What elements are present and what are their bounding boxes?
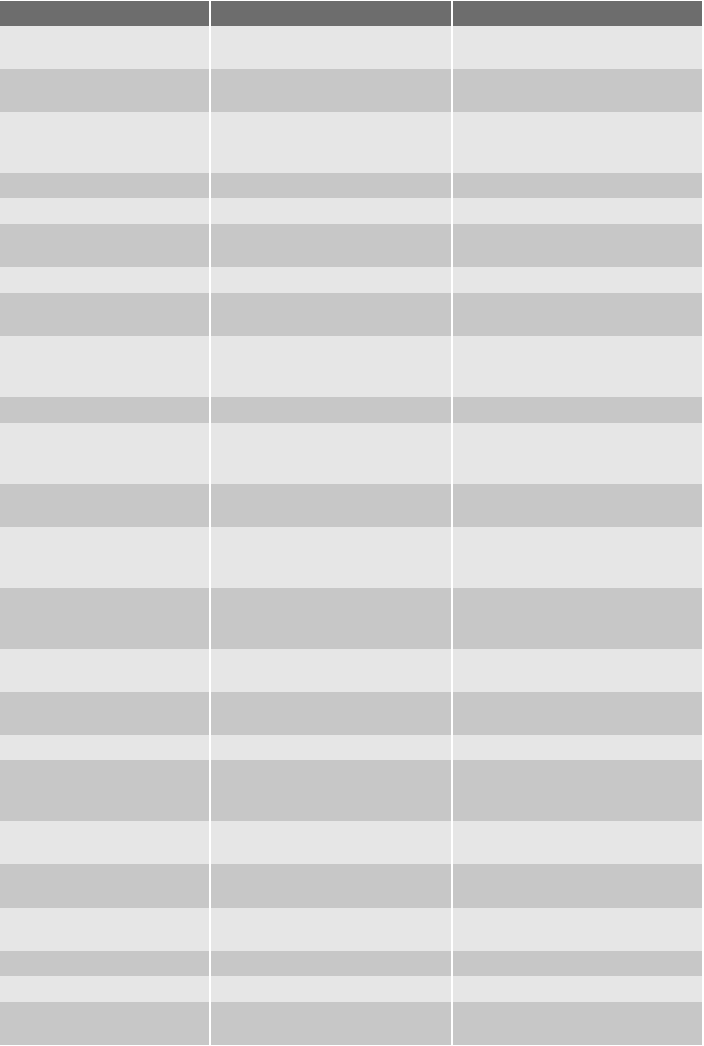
table-cell [0, 293, 209, 336]
table-cell [211, 173, 451, 198]
table-cell [453, 864, 702, 908]
table-cell [453, 735, 702, 760]
table-cell [0, 951, 209, 976]
table-cell [0, 336, 209, 397]
table-cell [453, 1002, 702, 1045]
table-cell [453, 692, 702, 735]
table-cell [453, 484, 702, 527]
table-cell [211, 397, 451, 423]
table-cell [0, 976, 209, 1002]
table-cell [453, 198, 702, 224]
table-cell [0, 821, 209, 864]
table-cell [0, 267, 209, 293]
table-cell [211, 649, 451, 692]
table-cell [453, 908, 702, 951]
table-cell [211, 112, 451, 173]
table-cell [211, 26, 451, 69]
table-cell [211, 293, 451, 336]
table-cell [0, 864, 209, 908]
table-cell [0, 69, 209, 112]
table-cell [0, 224, 209, 267]
table-cell [453, 26, 702, 69]
table-cell [0, 26, 209, 69]
table-cell [453, 112, 702, 173]
table-cell [453, 821, 702, 864]
table-cell [453, 336, 702, 397]
table-cell [211, 588, 451, 649]
table-cell [453, 649, 702, 692]
table-cell [211, 1002, 451, 1045]
table-cell [211, 864, 451, 908]
table-cell [0, 692, 209, 735]
table-cell [211, 267, 451, 293]
table-cell [211, 484, 451, 527]
table-cell [211, 69, 451, 112]
table-cell [453, 397, 702, 423]
table-cell [453, 293, 702, 336]
table-cell [0, 397, 209, 423]
table-cell [211, 821, 451, 864]
table-cell [453, 588, 702, 649]
table-cell [453, 951, 702, 976]
column-header [0, 1, 209, 26]
table-cell [0, 588, 209, 649]
table-cell [0, 112, 209, 173]
table-cell [0, 173, 209, 198]
table-cell [453, 69, 702, 112]
table-cell [211, 198, 451, 224]
table-cell [0, 1002, 209, 1045]
column-header [211, 1, 451, 26]
table-cell [211, 224, 451, 267]
table-cell [211, 976, 451, 1002]
table-cell [211, 336, 451, 397]
table-cell [453, 976, 702, 1002]
table-cell [453, 173, 702, 198]
table-cell [0, 484, 209, 527]
table-cell [453, 224, 702, 267]
table-cell [0, 908, 209, 951]
table-cell [211, 951, 451, 976]
table-cell [211, 423, 451, 484]
table-cell [0, 649, 209, 692]
table-cell [211, 735, 451, 760]
column-header [453, 1, 702, 26]
table-cell [453, 423, 702, 484]
table-cell [211, 908, 451, 951]
table-cell [0, 198, 209, 224]
table-cell [211, 760, 451, 821]
table-cell [0, 423, 209, 484]
table-cell [453, 267, 702, 293]
table-cell [0, 527, 209, 588]
table-cell [0, 760, 209, 821]
table-cell [0, 735, 209, 760]
table-cell [453, 760, 702, 821]
table-cell [211, 692, 451, 735]
table-cell [453, 527, 702, 588]
table-cell [211, 527, 451, 588]
